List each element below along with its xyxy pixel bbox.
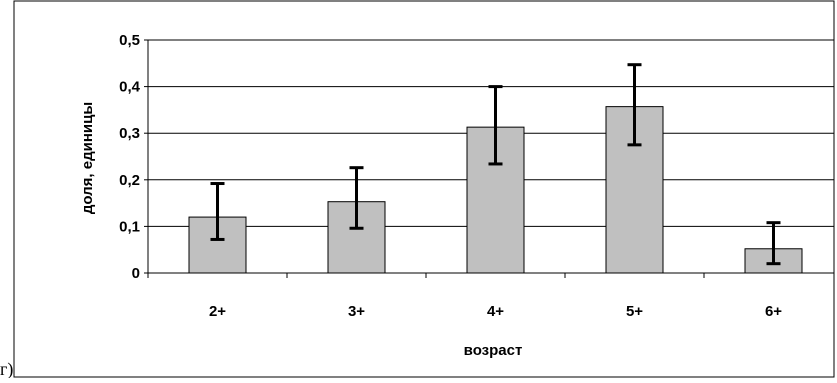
x-tick-label-6+: 6+ [765,303,782,320]
y-tick-labels: 0 0,1 0,2 0,3 0,4 0,5 [119,32,141,282]
x-tick-label-5+: 5+ [626,303,643,320]
y-tick-label-1: 0,1 [119,218,140,235]
y-tick-label-4: 0,4 [119,79,141,96]
y-tick-label-0: 0 [132,265,140,282]
x-tick-label-4+: 4+ [487,303,504,320]
y-tick-label-2: 0,2 [119,172,140,189]
x-tick-label-3+: 3+ [348,303,365,320]
x-axis-title: возраст [464,342,523,359]
chart-frame [14,1,834,377]
x-tick-label-2+: 2+ [209,303,226,320]
y-axis-title: доля, единицы [79,102,96,214]
y-tick-label-5: 0,5 [119,32,140,49]
x-tick-labels: 2+ 3+ 4+ 5+ 6+ [209,303,782,320]
y-tick-label-3: 0,3 [119,125,140,142]
panel-label: г) [0,359,13,378]
